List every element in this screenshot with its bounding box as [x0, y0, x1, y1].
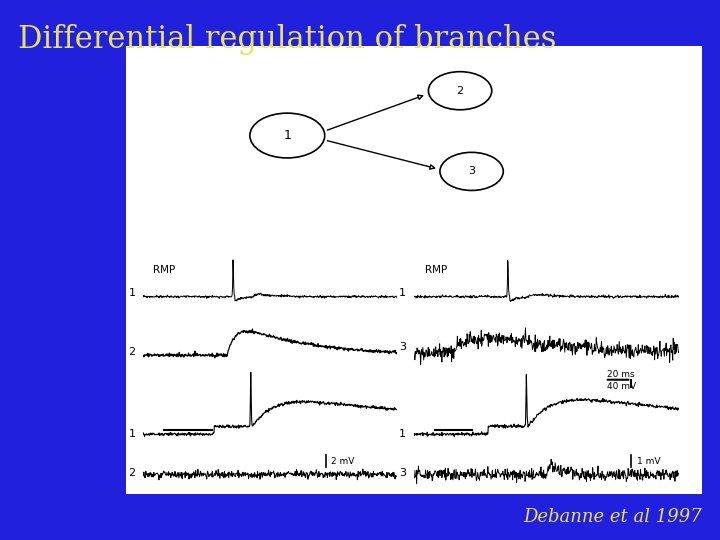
Bar [126, 46, 702, 494]
Text: 3: 3 [399, 469, 406, 478]
Text: 1: 1 [399, 288, 406, 298]
Text: 1: 1 [129, 429, 135, 438]
Text: 1: 1 [399, 429, 406, 438]
Text: Debanne et al 1997: Debanne et al 1997 [523, 509, 702, 526]
Text: 2 mV: 2 mV [330, 457, 354, 466]
Text: 40 mV: 40 mV [608, 382, 636, 392]
Text: 3: 3 [399, 342, 406, 352]
Text: 1: 1 [284, 129, 291, 142]
Text: RMP: RMP [153, 265, 176, 275]
Text: 20 ms: 20 ms [608, 370, 635, 379]
Text: 2: 2 [456, 86, 464, 96]
Text: Differential regulation of branches: Differential regulation of branches [18, 24, 557, 55]
Text: 3: 3 [468, 166, 475, 177]
Text: 2: 2 [129, 347, 135, 357]
Text: 1: 1 [129, 288, 135, 298]
Text: 1 mV: 1 mV [636, 457, 660, 466]
Text: RMP: RMP [425, 265, 447, 275]
Text: 2: 2 [129, 469, 135, 478]
